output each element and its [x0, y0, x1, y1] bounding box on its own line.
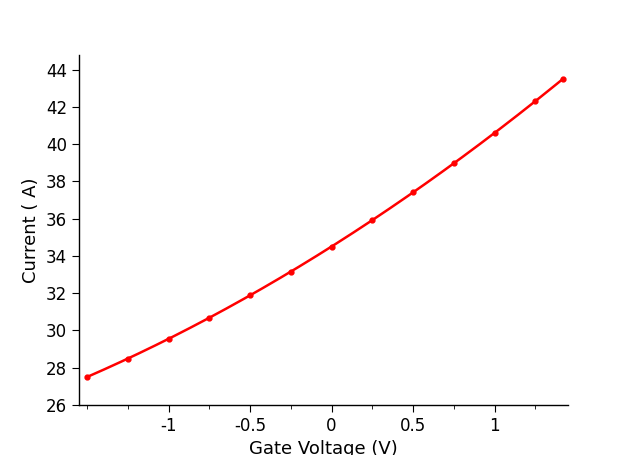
Y-axis label: Current ( A): Current ( A) — [22, 177, 40, 283]
X-axis label: Gate Voltage (V): Gate Voltage (V) — [249, 440, 398, 455]
